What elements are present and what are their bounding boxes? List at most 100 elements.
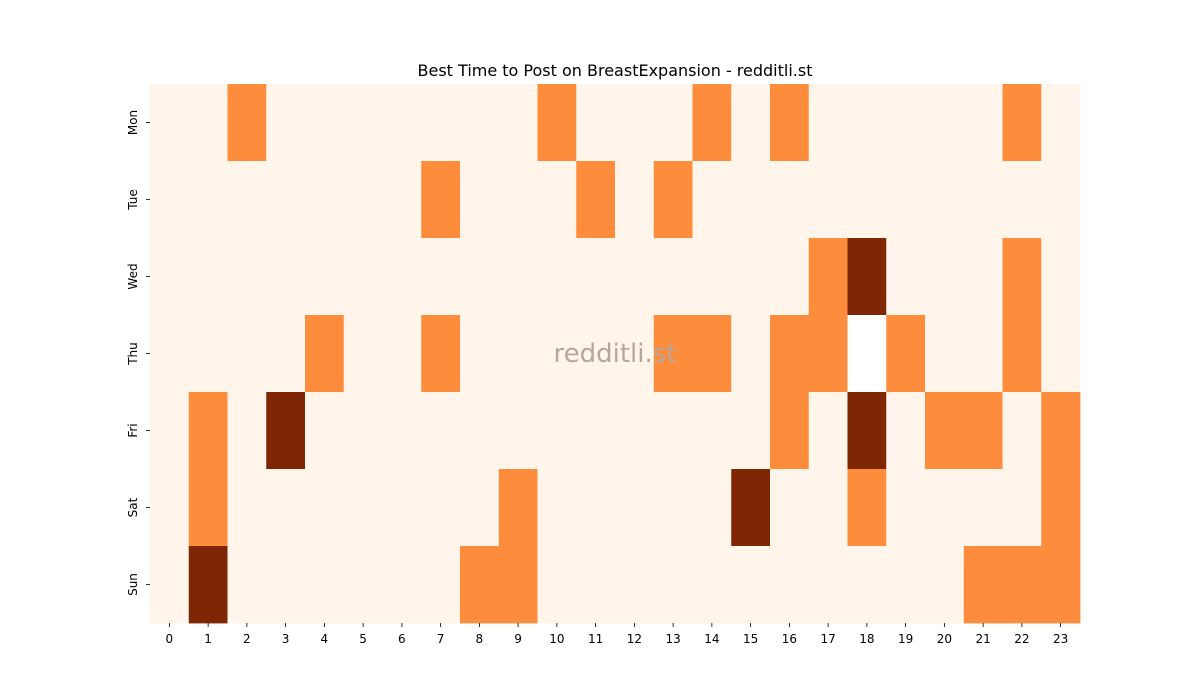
heatmap-cell-thu-3 [266,315,306,393]
x-tick-label: 6 [398,632,406,646]
heatmap-cell-sat-9 [498,469,538,547]
x-tick-label: 19 [898,632,913,646]
heatmap-cell-wed-5 [343,238,383,316]
heatmap-cell-wed-11 [576,238,616,316]
heatmap-cell-tue-4 [305,161,345,239]
heatmap-cell-fri-9 [498,392,538,470]
heatmap-cell-fri-5 [343,392,383,470]
heatmap-cell-thu-23 [1041,315,1081,393]
heatmap-cell-wed-9 [498,238,538,316]
heatmap-cell-mon-7 [421,84,461,162]
heatmap-cell-tue-13 [653,161,693,239]
heatmap-cell-mon-17 [808,84,848,162]
y-tick-label: Wed [126,263,140,289]
heatmap-cell-wed-6 [382,238,422,316]
heatmap-cell-wed-12 [615,238,655,316]
x-tick-label: 18 [859,632,874,646]
heatmap-cell-thu-10 [537,315,577,393]
heatmap-cell-tue-12 [615,161,655,239]
heatmap-cell-thu-0 [150,315,190,393]
heatmap-cell-fri-6 [382,392,422,470]
heatmap-cell-sat-12 [615,469,655,547]
heatmap-cell-thu-11 [576,315,616,393]
heatmap-cell-fri-21 [963,392,1003,470]
heatmap-cell-sun-10 [537,546,577,624]
x-tick-label: 16 [782,632,797,646]
heatmap-cell-sun-4 [305,546,345,624]
heatmap-cell-mon-10 [537,84,577,162]
heatmap-cell-fri-0 [150,392,190,470]
y-tick-label: Thu [126,342,140,366]
heatmap-cell-sat-7 [421,469,461,547]
heatmap-cell-sat-17 [808,469,848,547]
heatmap-cell-sun-8 [460,546,500,624]
heatmap-cell-sun-20 [925,546,965,624]
heatmap-cell-mon-14 [692,84,732,162]
heatmap-cell-mon-2 [227,84,267,162]
heatmap-cell-thu-16 [770,315,810,393]
heatmap-cell-sun-6 [382,546,422,624]
heatmap-cell-fri-4 [305,392,345,470]
heatmap-cell-fri-10 [537,392,577,470]
heatmap-cell-mon-8 [460,84,500,162]
heatmap-cell-tue-15 [731,161,771,239]
heatmap-cell-wed-16 [770,238,810,316]
heatmap-cell-wed-15 [731,238,771,316]
heatmap-cell-sun-15 [731,546,771,624]
heatmap-cell-wed-4 [305,238,345,316]
heatmap-cell-thu-21 [963,315,1003,393]
heatmap-cell-thu-2 [227,315,267,393]
heatmap-cell-fri-14 [692,392,732,470]
heatmap-cell-wed-22 [1002,238,1042,316]
heatmap-cell-sat-18 [847,469,887,547]
heatmap-cell-sun-16 [770,546,810,624]
x-tick-label: 5 [359,632,367,646]
y-tick-label: Tue [126,189,140,211]
x-tick-label: 10 [549,632,564,646]
heatmap-cell-tue-18 [847,161,887,239]
heatmap-cell-sat-19 [886,469,926,547]
heatmap-cell-thu-4 [305,315,345,393]
heatmap-cell-fri-18 [847,392,887,470]
heatmap-cell-wed-18 [847,238,887,316]
heatmap-cell-wed-13 [653,238,693,316]
x-tick-label: 14 [704,632,719,646]
heatmap-cell-tue-10 [537,161,577,239]
x-tick-label: 22 [1014,632,1029,646]
heatmap-cell-sun-18 [847,546,887,624]
x-tick-label: 9 [514,632,522,646]
x-axis: 0 1 2 3 4 5 6 7 8 9 10 11 12 13 14 15 16 17 18 19 20 21 22 23 [166,623,1068,646]
x-tick-label: 15 [743,632,758,646]
heatmap-cell-sun-0 [150,546,190,624]
chart-title: Best Time to Post on BreastExpansion - r… [418,61,813,80]
heatmap-cell-wed-2 [227,238,267,316]
heatmap-cell-sun-14 [692,546,732,624]
y-axis: Mon Tue Wed Thu Fri Sat Sun [126,110,150,596]
heatmap-cell-sat-1 [188,469,228,547]
y-tick-label: Sun [126,573,140,596]
x-tick-label: 20 [937,632,952,646]
heatmap-cell-tue-0 [150,161,190,239]
heatmap-cell-wed-14 [692,238,732,316]
heatmap-cell-fri-15 [731,392,771,470]
heatmap-cell-sun-21 [963,546,1003,624]
heatmap-cell-wed-3 [266,238,306,316]
x-tick-label: 2 [243,632,251,646]
heatmap-cell-sat-22 [1002,469,1042,547]
x-tick-label: 12 [627,632,642,646]
heatmap-cell-tue-1 [188,161,228,239]
heatmap-cell-sat-3 [266,469,306,547]
heatmap-cell-fri-22 [1002,392,1042,470]
heatmap-cell-sat-4 [305,469,345,547]
heatmap-cell-mon-13 [653,84,693,162]
x-tick-label: 23 [1053,632,1068,646]
heatmap-cell-sat-5 [343,469,383,547]
heatmap-cell-thu-9 [498,315,538,393]
heatmap-cell-tue-16 [770,161,810,239]
heatmap-cell-sun-17 [808,546,848,624]
x-tick-label: 11 [588,632,603,646]
heatmap-cell-sun-13 [653,546,693,624]
heatmap-cell-mon-20 [925,84,965,162]
